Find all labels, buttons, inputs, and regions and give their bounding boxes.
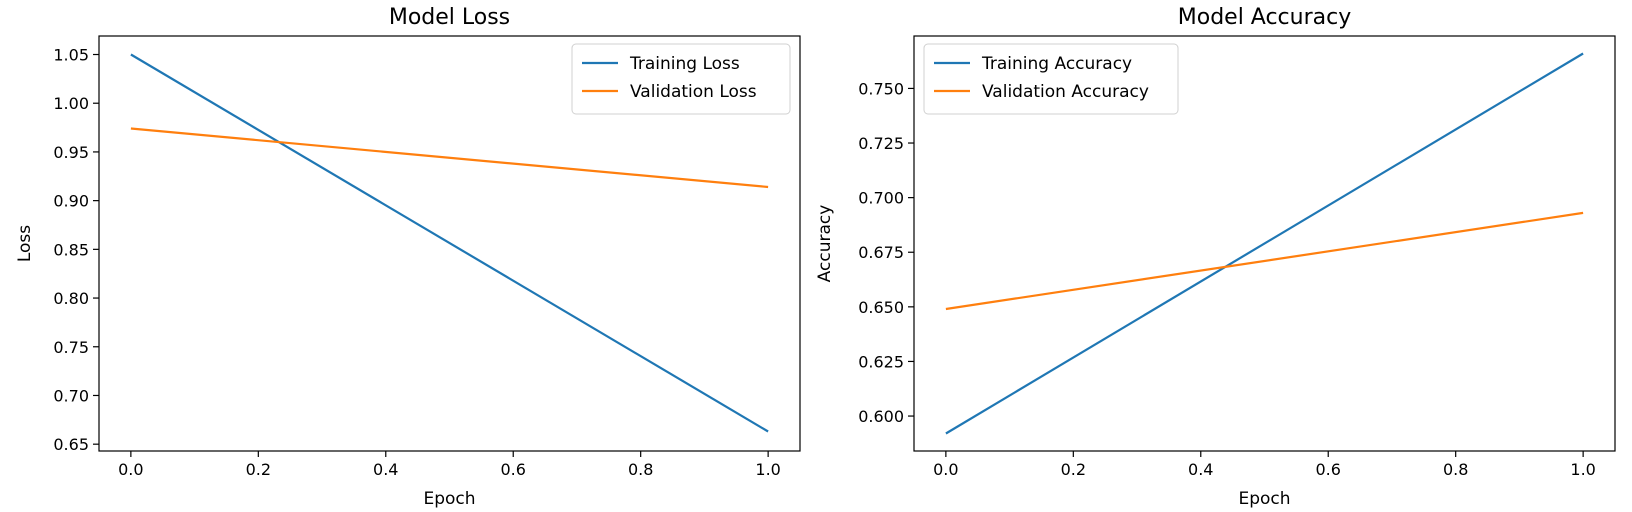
x-tick-label: 1.0 [755,460,780,479]
y-tick-label: 0.750 [858,79,904,98]
series-line-2 [945,211,1584,311]
y-tick-label: 0.600 [858,407,904,426]
series-line-1 [945,52,1584,435]
x-axis-label: Epoch [423,489,475,509]
axes-frame [913,35,1616,452]
series-line-2 [130,127,769,189]
legend-label: Validation Accuracy [982,82,1149,102]
y-tick-label: 0.80 [53,289,89,308]
legend-label: Training Loss [629,54,740,74]
x-axis-label: Epoch [1238,489,1290,509]
legend-box [923,43,1179,115]
x-tick-label: 0.0 [118,460,143,479]
legend: Training Loss Validation Loss [571,43,791,115]
legend-label: Training Accuracy [981,54,1132,74]
y-tick-label: 0.90 [53,192,89,211]
y-tick-label: 1.05 [53,46,89,65]
x-tick-label: 0.4 [373,460,398,479]
legend-box [571,43,791,115]
y-tick-label: 0.675 [858,243,904,262]
chart-panel-1: Model Loss 0.0 0.2 0.4 0.6 0.8 1.0 0.65 0.70 0.75… [15,5,801,509]
legend: Training Accuracy Validation Accuracy [923,43,1179,115]
y-axis-label: Loss [15,225,35,262]
x-tick-label: 0.6 [1316,460,1341,479]
y-tick-label: 0.85 [53,240,89,259]
x-tick-label: 1.0 [1570,460,1595,479]
y-axis-label: Accuracy [815,205,835,283]
x-tick-label: 0.6 [501,460,526,479]
chart-title: Model Loss [389,5,510,30]
x-tick-label: 0.4 [1188,460,1213,479]
y-tick-label: 1.00 [53,94,89,113]
y-tick-label: 0.725 [858,134,904,153]
axes-frame [98,35,801,452]
legend-label: Validation Loss [630,82,757,102]
x-tick-label: 0.8 [628,460,653,479]
x-tick-label: 0.2 [1061,460,1086,479]
y-tick-label: 0.625 [858,352,904,371]
x-tick-label: 0.2 [246,460,271,479]
x-tick-label: 0.8 [1443,460,1468,479]
x-tick-label: 0.0 [933,460,958,479]
y-tick-label: 0.70 [53,386,89,405]
y-tick-label: 0.95 [53,143,89,162]
y-tick-label: 0.65 [53,435,89,454]
chart-panel-2: Model Accuracy 0.0 0.2 0.4 0.6 0.8 1.0 0.600 0.6… [815,5,1616,509]
y-tick-label: 0.650 [858,298,904,317]
y-tick-label: 0.75 [53,338,89,357]
chart-title: Model Accuracy [1178,5,1352,30]
series-line-1 [130,53,769,433]
y-tick-label: 0.700 [858,189,904,208]
